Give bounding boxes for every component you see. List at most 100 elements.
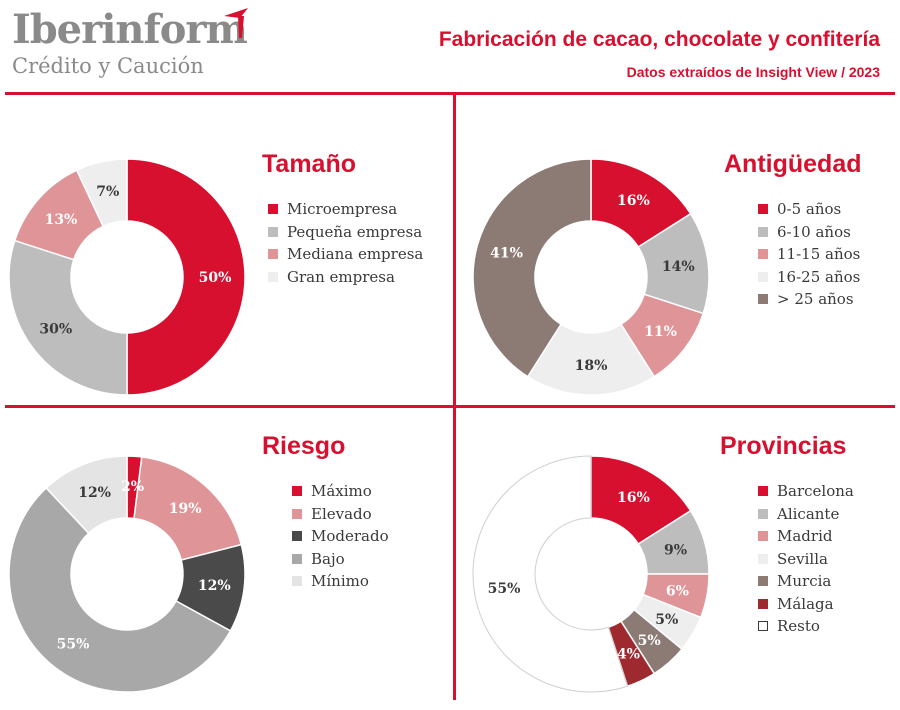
legend-item: 0-5 años	[758, 198, 860, 221]
slice-label: 11%	[644, 324, 677, 340]
legend-label: 11-15 años	[777, 245, 861, 263]
chart-legend: Microempresa Pequeña empresa Mediana empre…	[268, 198, 423, 288]
slice-label: 55%	[488, 581, 521, 597]
chart-panel-tamano: 50% 30% 13% 7% Tamaño Microempresa Pequeña e…	[0, 100, 450, 400]
legend-item: Gran empresa	[268, 266, 423, 289]
legend-label: Moderado	[311, 527, 389, 545]
legend-label: Madrid	[777, 527, 833, 545]
legend-item: 11-15 años	[758, 243, 860, 266]
legend-label: Sevilla	[777, 549, 828, 568]
legend-label: Bajo	[311, 549, 345, 568]
legend-label: Gran empresa	[287, 267, 395, 286]
legend-swatch	[292, 553, 302, 564]
legend-item: 16-25 años	[758, 266, 860, 289]
logo-subtitle: Crédito y Caución	[12, 54, 204, 78]
legend-label: Resto	[777, 617, 820, 635]
chart-legend: Barcelona Alicante Madrid Sevilla Murcia Mála…	[758, 480, 854, 638]
slice-label: 19%	[169, 501, 202, 517]
legend-item: Alicante	[758, 503, 854, 526]
legend-item: Bajo	[292, 548, 389, 571]
chart-title: Riesgo	[262, 432, 346, 460]
legend-item: Pequeña empresa	[268, 221, 423, 244]
donut-slice-gran-empresa	[75, 158, 128, 228]
legend-swatch	[268, 204, 278, 214]
donut-slice-microempresa	[126, 158, 246, 396]
chart-legend: 0-5 años 6-10 años 11-15 años 16-25 años > 2…	[758, 198, 860, 311]
legend-swatch	[292, 531, 302, 541]
legend-swatch	[268, 271, 278, 282]
legend-label: 0-5 años	[777, 200, 842, 218]
legend-label: Murcia	[777, 572, 832, 590]
legend-swatch	[292, 576, 302, 586]
legend-swatch	[758, 553, 768, 564]
legend-swatch	[758, 576, 768, 586]
slice-label: 6%	[666, 583, 689, 599]
legend-item: Sevilla	[758, 548, 854, 571]
legend-item: Mínimo	[292, 570, 389, 593]
chart-title: Provincias	[720, 432, 847, 460]
page-title: Fabricación de cacao, chocolate y confit…	[438, 28, 880, 51]
donut-chart: 2% 19% 12% 55% 12%	[8, 455, 246, 693]
donut-slice-pequeña-empresa	[8, 239, 128, 396]
legend-swatch	[292, 508, 302, 519]
legend-item: Mediana empresa	[268, 243, 423, 266]
donut-slice--25-años	[472, 158, 592, 378]
legend-item: Moderado	[292, 525, 389, 548]
legend-label: Barcelona	[777, 482, 854, 500]
slice-label: 55%	[57, 637, 90, 653]
slice-label: 5%	[655, 612, 678, 628]
donut-chart: 16% 14% 11% 18% 41%	[472, 158, 710, 396]
legend-item: Resto	[758, 615, 854, 638]
legend-swatch	[758, 204, 768, 214]
legend-swatch	[758, 271, 768, 282]
legend-swatch	[758, 294, 768, 304]
legend-label: Máximo	[311, 482, 372, 500]
logo-wordmark: Iberinform	[12, 6, 248, 53]
slice-label: 14%	[662, 259, 695, 275]
slice-label: 7%	[96, 184, 119, 200]
legend-item: Barcelona	[758, 480, 854, 503]
page-subtitle: Datos extraídos de Insight View / 2023	[626, 64, 880, 80]
chart-legend: Máximo Elevado Moderado Bajo Mínimo	[292, 480, 389, 593]
slice-label: 2%	[121, 479, 144, 495]
legend-swatch	[758, 226, 768, 237]
donut-chart: 50% 30% 13% 7%	[8, 158, 246, 396]
legend-swatch	[268, 226, 278, 237]
slice-label: 16%	[617, 193, 650, 209]
slice-label: 5%	[638, 633, 661, 649]
legend-swatch	[292, 486, 302, 496]
divider-top	[5, 92, 895, 95]
slice-label: 13%	[45, 212, 78, 228]
legend-label: 16-25 años	[777, 267, 861, 286]
legend-label: Mínimo	[311, 572, 369, 590]
chart-panel-antiguedad: 16% 14% 11% 18% 41% Antigüedad 0-5 años 6-10 …	[458, 100, 900, 400]
legend-label: Pequeña empresa	[287, 222, 423, 241]
logo-mark-icon	[224, 8, 248, 38]
legend-item: Málaga	[758, 593, 854, 616]
divider-middle	[5, 405, 895, 408]
slice-label: 12%	[198, 578, 231, 594]
donut-chart: 16%9%6%5%5%4%55%	[472, 455, 710, 693]
donut-slice-mínimo	[45, 455, 128, 535]
legend-swatch	[758, 598, 768, 609]
slice-label: 30%	[39, 322, 72, 338]
header: Iberinform Crédito y Caución Fabricación…	[0, 0, 900, 92]
legend-label: Microempresa	[287, 200, 398, 218]
legend-item: 6-10 años	[758, 221, 860, 244]
legend-item: Máximo	[292, 480, 389, 503]
slice-label: 4%	[617, 647, 640, 663]
slice-label: 50%	[199, 270, 232, 286]
chart-panel-riesgo: 2% 19% 12% 55% 12% Riesgo Máximo Elevado Moder…	[0, 410, 450, 710]
legend-item: Madrid	[758, 525, 854, 548]
legend-label: 6-10 años	[777, 222, 851, 241]
legend-label: Alicante	[777, 504, 840, 523]
legend-swatch	[758, 508, 768, 519]
legend-label: Málaga	[777, 594, 834, 613]
legend-label: > 25 años	[777, 290, 854, 308]
legend-item: Murcia	[758, 570, 854, 593]
chart-title: Tamaño	[262, 150, 356, 178]
legend-item: > 25 años	[758, 288, 860, 311]
legend-item: Elevado	[292, 503, 389, 526]
legend-item: Microempresa	[268, 198, 423, 221]
legend-swatch	[758, 486, 768, 496]
